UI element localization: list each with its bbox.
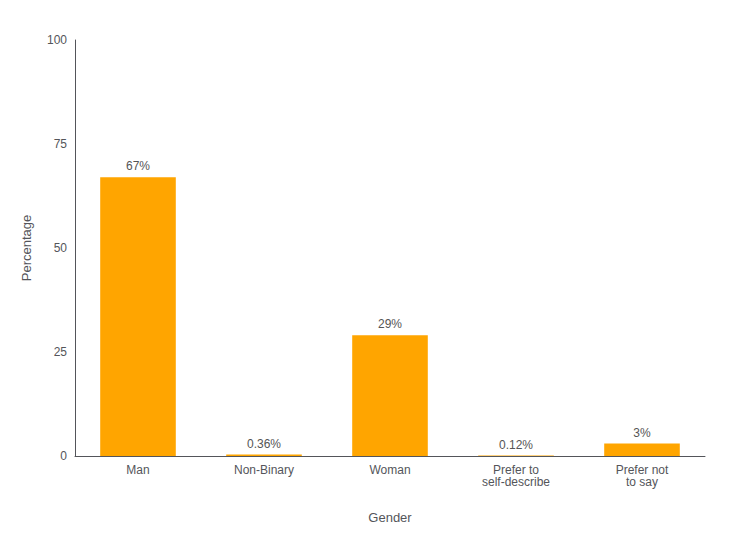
svg-text:self-describe: self-describe: [482, 475, 550, 489]
svg-text:75: 75: [54, 137, 68, 151]
svg-text:Woman: Woman: [369, 463, 410, 477]
svg-text:Percentage: Percentage: [19, 215, 34, 282]
svg-text:100: 100: [47, 33, 67, 47]
svg-text:Prefer to: Prefer to: [493, 463, 539, 477]
svg-text:29%: 29%: [378, 317, 402, 331]
svg-text:0: 0: [60, 449, 67, 463]
svg-text:Prefer not: Prefer not: [615, 463, 669, 477]
svg-text:25: 25: [54, 345, 68, 359]
svg-text:Gender: Gender: [368, 510, 412, 525]
svg-text:0.36%: 0.36%: [247, 437, 281, 451]
svg-text:Man: Man: [126, 463, 149, 477]
svg-text:to say: to say: [626, 475, 658, 489]
svg-text:50: 50: [54, 241, 68, 255]
svg-text:Non-Binary: Non-Binary: [234, 463, 294, 477]
svg-text:67%: 67%: [126, 159, 150, 173]
svg-text:3%: 3%: [633, 426, 651, 440]
svg-text:0.12%: 0.12%: [499, 438, 533, 452]
